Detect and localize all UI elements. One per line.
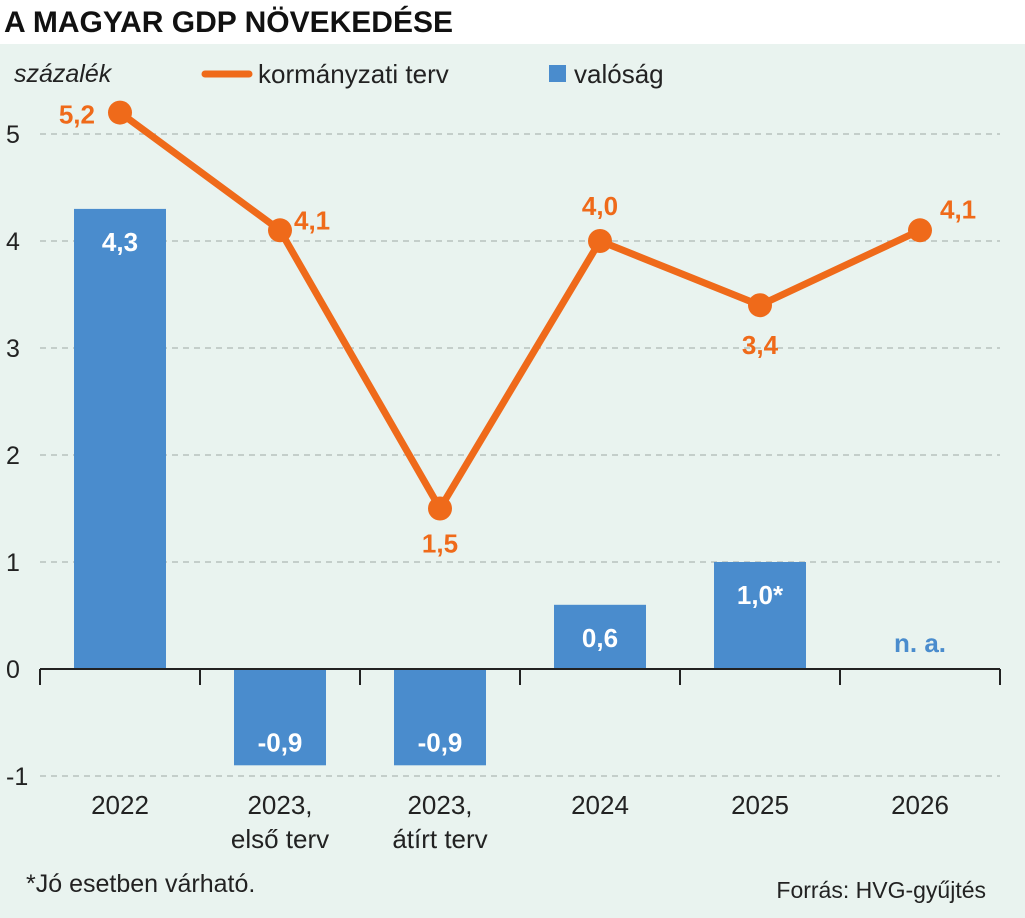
y-tick-label: 0	[6, 656, 20, 684]
bar	[554, 604, 646, 669]
y-tick-label: 5	[6, 121, 20, 149]
bar	[714, 562, 806, 669]
x-category-label: 2024	[571, 790, 629, 820]
y-axis-ticks: -1 0 1 2 3 4 5	[6, 121, 28, 791]
x-category-label: átírt terv	[392, 824, 487, 854]
bar	[74, 208, 166, 669]
legend-label-plan: kormányzati terv	[258, 59, 449, 89]
plan-line	[108, 100, 932, 521]
legend-bar-swatch	[549, 65, 566, 82]
y-axis-label: százalék	[14, 60, 113, 88]
x-category-label: első terv	[231, 824, 329, 854]
x-category-label: 2025	[731, 790, 789, 820]
plan-value-label: 4,1	[940, 194, 976, 224]
plan-point	[908, 218, 932, 243]
plan-value-label: 5,2	[59, 100, 95, 130]
actual-value-label: -0,9	[258, 727, 303, 757]
actual-value-label: 4,3	[102, 227, 138, 257]
chart-title: A MAGYAR GDP NÖVEKEDÉSE	[4, 5, 453, 39]
plan-value-label: 1,5	[422, 529, 458, 559]
plan-point	[108, 100, 132, 125]
legend-label-actual: valóság	[574, 59, 664, 89]
y-tick-label: 2	[6, 442, 20, 470]
plan-point	[748, 293, 772, 318]
plan-line-path	[116, 109, 924, 512]
plan-value-label: 4,1	[294, 205, 330, 235]
gridlines	[40, 133, 1000, 777]
x-category-label: 2023,	[407, 790, 472, 820]
actual-value-label: 1,0*	[737, 580, 784, 610]
y-tick-label: -1	[6, 763, 28, 791]
x-axis	[39, 668, 1001, 685]
x-axis-categories: 2022 2023, első terv 2023, átírt terv 2024 202…	[91, 790, 949, 854]
x-category-label: 2026	[891, 790, 949, 820]
data-labels: 5,2 4,1 1,5 4,0 3,4 4,1 4,3 -0,9 -0,9 0,6 1,0* n. a…	[59, 100, 976, 758]
x-category-label: 2022	[91, 790, 149, 820]
legend: kormányzati terv valóság	[201, 59, 664, 89]
bar	[394, 669, 486, 766]
chart-background	[0, 44, 1025, 918]
y-tick-label: 4	[6, 228, 20, 256]
actual-value-label: n. a.	[894, 628, 946, 658]
plan-point	[428, 496, 452, 521]
bars	[74, 208, 806, 766]
plan-value-label: 4,0	[582, 191, 618, 221]
actual-value-label: 0,6	[582, 623, 618, 653]
bar	[234, 669, 326, 766]
y-tick-label: 3	[6, 335, 20, 363]
source: Forrás: HVG-gyűjtés	[776, 877, 986, 903]
footnote: *Jó esetben várható.	[26, 870, 255, 898]
x-category-label: 2023,	[247, 790, 312, 820]
plan-point	[588, 229, 612, 253]
y-tick-label: 1	[6, 549, 20, 577]
plan-value-label: 3,4	[742, 330, 779, 360]
plan-point	[268, 218, 292, 243]
actual-value-label: -0,9	[418, 727, 463, 757]
